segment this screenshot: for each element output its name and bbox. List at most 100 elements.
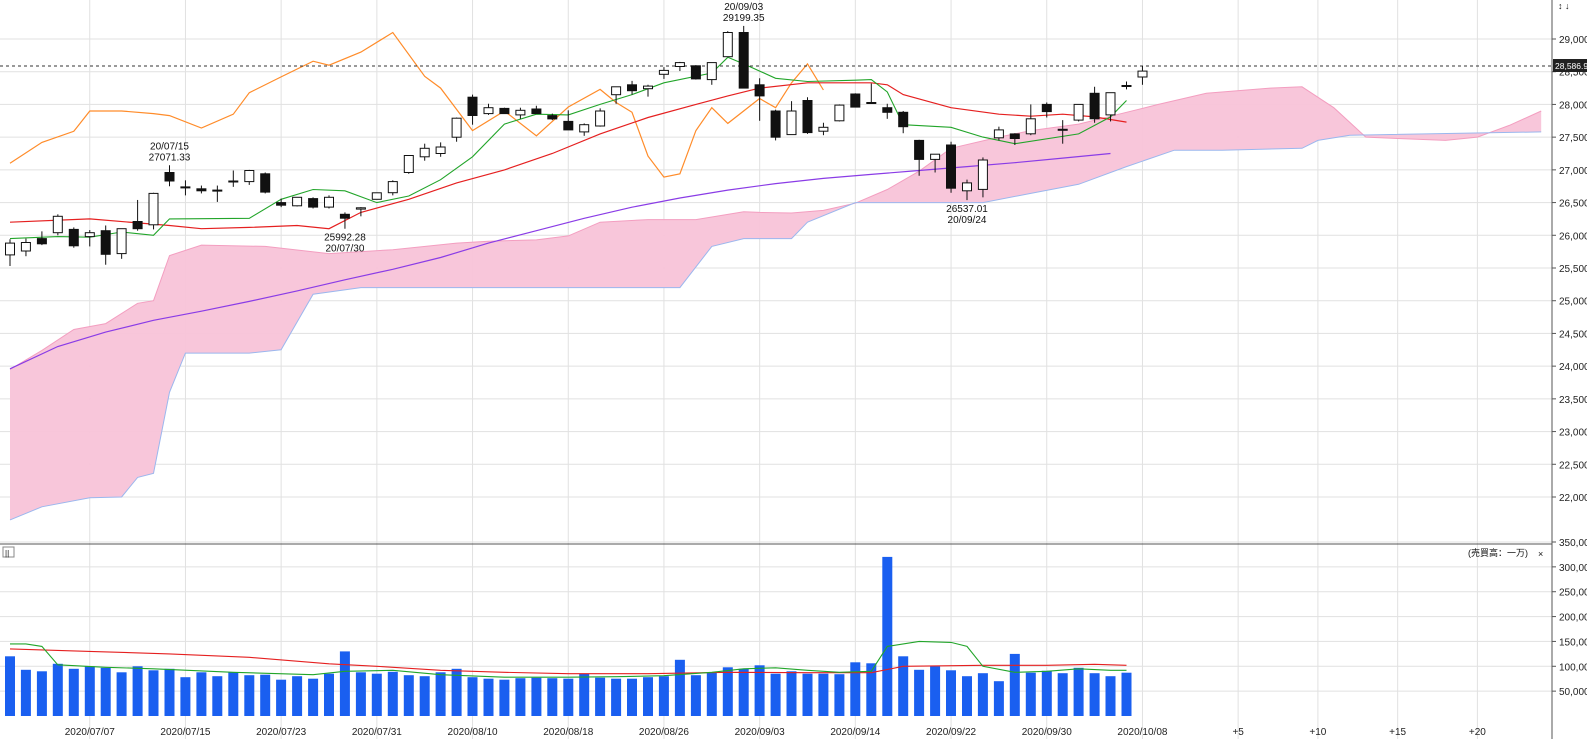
volume-bar[interactable]	[898, 656, 909, 716]
candlestick[interactable]	[850, 93, 861, 108]
volume-bar[interactable]	[802, 673, 813, 716]
volume-bar[interactable]	[148, 670, 159, 716]
volume-bar[interactable]	[850, 662, 861, 716]
candlestick[interactable]	[467, 94, 478, 125]
volume-bar[interactable]	[180, 677, 191, 716]
volume-bar[interactable]	[84, 666, 95, 716]
volume-bar[interactable]	[228, 672, 239, 716]
candlestick[interactable]	[212, 185, 223, 202]
volume-bar[interactable]	[387, 671, 398, 716]
volume-bar[interactable]	[1057, 673, 1068, 716]
candlestick[interactable]	[914, 139, 925, 176]
candlestick[interactable]	[722, 31, 733, 58]
candlestick[interactable]	[1089, 86, 1100, 123]
volume-bar[interactable]	[419, 676, 430, 716]
candlestick[interactable]	[339, 212, 350, 229]
candlestick[interactable]	[196, 185, 207, 194]
volume-bar[interactable]	[68, 668, 79, 716]
candlestick[interactable]	[132, 199, 143, 231]
candlestick[interactable]	[946, 141, 956, 193]
candlestick[interactable]	[324, 195, 334, 209]
volume-bar[interactable]	[515, 678, 526, 716]
volume-bar[interactable]	[52, 663, 63, 716]
volume-bar[interactable]	[451, 668, 462, 716]
candlestick[interactable]	[754, 78, 765, 121]
volume-bar[interactable]	[1009, 653, 1020, 716]
candlestick[interactable]	[977, 157, 988, 198]
candlestick[interactable]	[483, 103, 494, 115]
volume-bar[interactable]	[1073, 667, 1084, 716]
volume-bar[interactable]	[1105, 676, 1116, 716]
volume-bar[interactable]	[132, 666, 143, 716]
volume-bar[interactable]	[977, 673, 988, 716]
volume-bar[interactable]	[244, 675, 255, 716]
volume-bar[interactable]	[339, 651, 350, 716]
volume-bar[interactable]	[690, 675, 701, 716]
candlestick[interactable]	[292, 196, 303, 207]
candlestick[interactable]	[643, 84, 653, 97]
volume-bar[interactable]	[579, 673, 590, 716]
candlestick[interactable]	[1137, 65, 1148, 85]
candlestick[interactable]	[419, 143, 430, 161]
candlestick[interactable]	[802, 97, 813, 134]
candlestick[interactable]	[36, 231, 47, 246]
volume-bar[interactable]	[930, 666, 941, 716]
volume-bar[interactable]	[547, 678, 558, 716]
volume-bar[interactable]	[5, 656, 15, 716]
candlestick[interactable]	[866, 83, 877, 104]
volume-bar[interactable]	[946, 670, 956, 716]
volume-bar[interactable]	[754, 665, 765, 716]
candlestick[interactable]	[180, 180, 191, 196]
volume-bar[interactable]	[914, 669, 925, 716]
candlestick[interactable]	[435, 142, 446, 157]
candlestick[interactable]	[276, 198, 287, 208]
candlestick[interactable]	[770, 109, 781, 141]
volume-bar[interactable]	[371, 673, 382, 716]
volume-bar[interactable]	[1041, 670, 1052, 716]
candlestick[interactable]	[260, 172, 271, 194]
volume-bar[interactable]	[643, 677, 653, 716]
volume-bar[interactable]	[260, 674, 271, 716]
candlestick[interactable]	[690, 65, 701, 80]
volume-bar[interactable]	[627, 678, 637, 716]
volume-bar[interactable]	[818, 673, 829, 716]
volume-bar[interactable]	[993, 681, 1004, 716]
volume-bar[interactable]	[435, 672, 446, 716]
candlestick[interactable]	[1057, 120, 1068, 144]
candlestick[interactable]	[547, 113, 558, 121]
candlestick[interactable]	[786, 101, 797, 136]
volume-bar[interactable]	[164, 668, 175, 716]
candlestick[interactable]	[993, 126, 1004, 141]
volume-bar[interactable]	[292, 676, 303, 716]
candlestick[interactable]	[116, 228, 127, 259]
candlestick[interactable]	[898, 110, 909, 134]
volume-bar[interactable]	[1089, 673, 1100, 716]
candlestick[interactable]	[531, 105, 542, 115]
volume-bar[interactable]	[611, 678, 622, 716]
candlestick[interactable]	[595, 108, 606, 127]
volume-bar[interactable]	[483, 678, 494, 716]
volume-bar[interactable]	[882, 556, 893, 716]
candlestick[interactable]	[5, 239, 15, 267]
candlestick[interactable]	[563, 110, 574, 131]
volume-bar[interactable]	[100, 667, 111, 716]
candlestick[interactable]	[20, 238, 31, 257]
candlestick[interactable]	[244, 169, 255, 185]
volume-bar[interactable]	[531, 677, 542, 716]
volume-bar[interactable]	[276, 679, 287, 716]
candlestick[interactable]	[1121, 81, 1132, 90]
candlestick[interactable]	[930, 153, 941, 173]
volume-bar[interactable]	[706, 672, 717, 716]
candlestick[interactable]	[371, 192, 382, 200]
candlestick[interactable]	[834, 104, 845, 122]
volume-bars[interactable]	[5, 556, 1132, 716]
candlestick[interactable]	[579, 123, 590, 136]
volume-bar[interactable]	[308, 678, 319, 716]
panel-handle-button[interactable]	[2, 546, 15, 558]
candlestick[interactable]	[1041, 102, 1052, 118]
candlesticks[interactable]	[5, 25, 1148, 267]
volume-bar[interactable]	[499, 679, 510, 716]
candlestick[interactable]	[1009, 133, 1020, 145]
volume-bar[interactable]	[403, 675, 414, 716]
